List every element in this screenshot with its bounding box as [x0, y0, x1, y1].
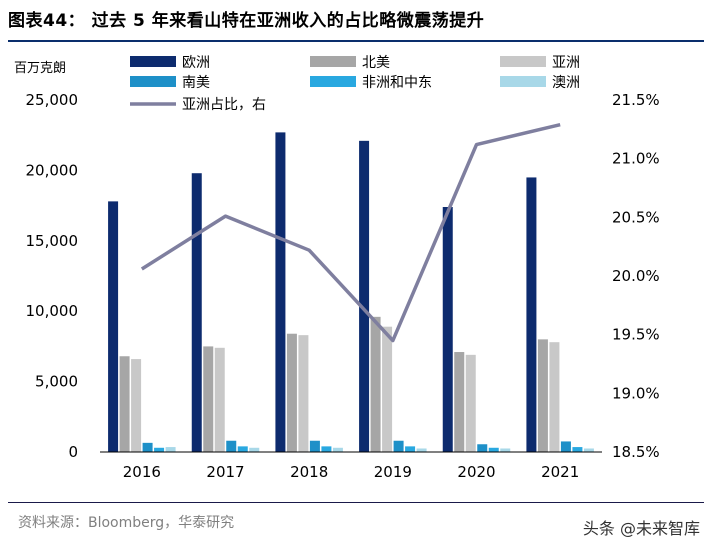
- legend-swatch-series-2: [500, 56, 546, 67]
- bar-2021-series-2: [549, 342, 560, 452]
- ratio-line: [140, 122, 561, 343]
- bar-2018-series-2: [298, 335, 309, 452]
- bar-2019-series-2: [382, 326, 393, 452]
- title-rule: [8, 40, 704, 42]
- y-axis-right: 18.5% 19.0% 19.5% 20.0% 20.5% 21.0% 21.5%: [612, 91, 660, 461]
- legend-swatch-series-5: [500, 76, 546, 87]
- bar-2017-series-4: [237, 446, 248, 452]
- legend-label-series-1: 北美: [362, 55, 390, 71]
- bar-2016-series-0: [108, 201, 119, 452]
- bar-2020-series-4: [488, 447, 499, 452]
- footer-rule: [8, 502, 704, 503]
- watermark: 头条 @未来智库: [582, 519, 700, 538]
- bar-2016-series-3: [142, 442, 153, 452]
- y-left-tick-label: 25,000: [26, 91, 79, 109]
- bar-2017-series-0: [191, 173, 202, 452]
- bar-2019-series-3: [393, 440, 404, 452]
- bar-2018-series-3: [309, 440, 320, 452]
- y-axis-unit-label: 百万克朗: [14, 61, 66, 76]
- x-tick-label: 2019: [374, 463, 412, 481]
- bar-2021-series-4: [572, 447, 583, 452]
- x-tick-label: 2016: [123, 463, 161, 481]
- source-note: 资料来源：Bloomberg，华泰研究: [18, 515, 235, 531]
- y-right-tick-label: 19.0%: [612, 384, 660, 402]
- bar-2020-series-2: [465, 354, 476, 452]
- bars: [108, 132, 594, 452]
- bar-2018-series-1: [286, 333, 297, 452]
- bar-2017-series-1: [203, 346, 214, 452]
- bar-2017-series-5: [249, 447, 260, 452]
- bar-2016-series-4: [154, 447, 165, 452]
- x-axis-labels: 2016 2017 2018 2019 2020 2021: [123, 463, 580, 481]
- legend-label-series-4: 非洲和中东: [362, 75, 432, 91]
- legend-swatch-series-0: [130, 56, 176, 67]
- bar-2018-series-4: [321, 446, 332, 452]
- bar-2021-series-1: [537, 339, 548, 452]
- bar-2018-series-5: [332, 447, 343, 452]
- bar-2019-series-4: [405, 446, 416, 452]
- x-tick-label: 2018: [290, 463, 328, 481]
- legend-label-series-3: 南美: [182, 75, 210, 91]
- bar-2020-series-0: [442, 207, 453, 452]
- x-tick-label: 2020: [457, 463, 495, 481]
- bar-2021-series-3: [560, 441, 571, 452]
- ratio-polyline: [140, 122, 561, 343]
- bar-2016-series-1: [119, 356, 130, 452]
- y-left-tick-label: 15,000: [26, 232, 79, 250]
- y-right-tick-label: 21.5%: [612, 91, 660, 109]
- legend-swatch-series-1: [310, 56, 356, 67]
- legend-label-series-2: 亚洲: [552, 55, 580, 71]
- bar-2019-series-0: [359, 140, 370, 452]
- legend-swatch-series-4: [310, 76, 356, 87]
- y-right-tick-label: 20.5%: [612, 208, 660, 226]
- bar-2020-series-5: [500, 448, 511, 452]
- figure-title: 图表44： 过去 5 年来看山特在亚洲收入的占比略微震荡提升: [8, 11, 485, 31]
- legend-label-ratio-line: 亚洲占比，右: [182, 97, 266, 113]
- bar-2021-series-0: [526, 177, 537, 452]
- legend-swatch-series-3: [130, 76, 176, 87]
- bar-2017-series-3: [226, 440, 237, 452]
- bar-2016-series-2: [131, 359, 142, 452]
- x-tick-label: 2017: [206, 463, 244, 481]
- y-left-tick-label: 0: [68, 443, 78, 461]
- y-right-tick-label: 21.0%: [612, 150, 660, 168]
- y-axis-left: 0 5,000 10,000 15,000 20,000 25,000: [26, 91, 79, 461]
- bar-2016-series-5: [165, 447, 176, 452]
- y-right-tick-label: 20.0%: [612, 267, 660, 285]
- bar-2017-series-2: [214, 347, 225, 452]
- legend-label-series-0: 欧洲: [182, 55, 210, 71]
- bar-2020-series-1: [454, 352, 465, 452]
- y-left-tick-label: 20,000: [26, 161, 79, 179]
- bar-2018-series-0: [275, 132, 286, 452]
- y-right-tick-label: 19.5%: [612, 326, 660, 344]
- y-left-tick-label: 5,000: [35, 373, 78, 391]
- y-right-tick-label: 18.5%: [612, 443, 660, 461]
- legend-label-series-5: 澳洲: [552, 75, 580, 91]
- bar-2020-series-3: [477, 444, 488, 452]
- y-left-tick-label: 10,000: [26, 302, 79, 320]
- x-tick-label: 2021: [541, 463, 579, 481]
- bar-2019-series-5: [416, 448, 427, 452]
- bar-2019-series-1: [370, 316, 381, 452]
- bar-2021-series-5: [583, 448, 594, 452]
